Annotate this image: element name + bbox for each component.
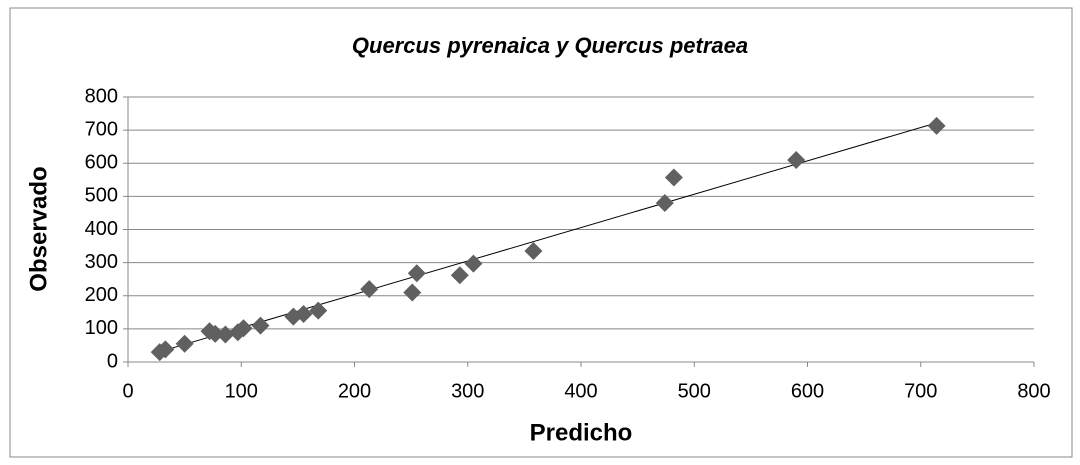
- point: [664, 168, 683, 187]
- y-tick-label: 700: [85, 118, 118, 140]
- point: [234, 319, 253, 338]
- point: [294, 304, 313, 323]
- x-tick-label: 700: [904, 380, 937, 402]
- point: [655, 194, 674, 212]
- y-tick-label: 800: [85, 85, 118, 107]
- point: [156, 340, 175, 359]
- y-tick-label: 0: [107, 350, 118, 372]
- x-tick-label: 300: [451, 380, 484, 402]
- point: [464, 254, 483, 273]
- point: [787, 150, 806, 169]
- chart-title: Quercus pyrenaica y Quercus petraea: [352, 33, 748, 58]
- y-tick-label: 300: [85, 251, 118, 273]
- x-tick-label: 200: [338, 380, 371, 402]
- point: [360, 280, 379, 299]
- point: [407, 264, 426, 283]
- point: [309, 301, 328, 320]
- x-tick-label: 500: [678, 380, 711, 402]
- y-tick-label: 400: [85, 218, 118, 240]
- x-tick-label: 600: [791, 380, 824, 402]
- x-tick-label: 800: [1017, 380, 1050, 402]
- x-axis-label: Predicho: [530, 419, 633, 446]
- x-tick-label: 400: [564, 380, 597, 402]
- point: [206, 324, 225, 343]
- y-tick-label: 500: [85, 185, 118, 207]
- y-tick-label: 200: [85, 284, 118, 306]
- y-tick-label: 600: [85, 152, 118, 174]
- point: [524, 242, 543, 261]
- point: [251, 316, 270, 335]
- point: [403, 283, 422, 302]
- y-tick-label: 100: [85, 317, 118, 339]
- point: [927, 116, 946, 135]
- chart-border: [9, 7, 1073, 458]
- x-tick-label: 0: [122, 380, 133, 402]
- y-axis-label: Observado: [25, 166, 52, 291]
- x-tick-label: 100: [225, 380, 258, 402]
- point: [175, 334, 194, 353]
- point: [450, 266, 469, 285]
- point: [216, 325, 235, 344]
